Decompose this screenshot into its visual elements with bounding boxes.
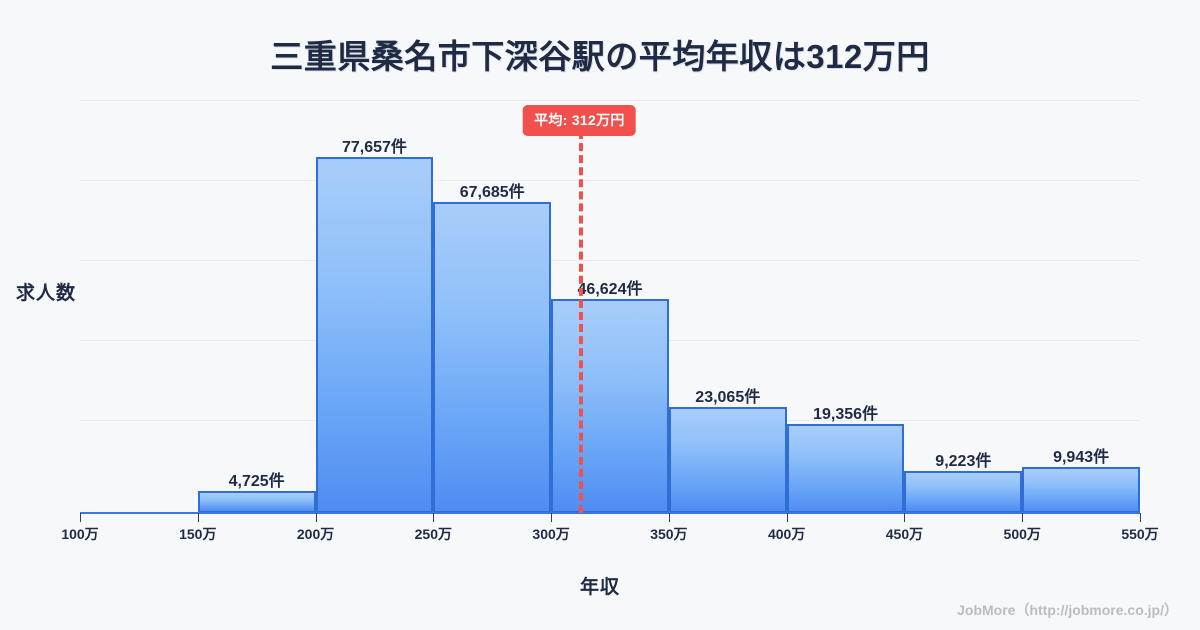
bar-value-label: 19,356件: [813, 406, 879, 424]
x-axis-tick: [786, 513, 788, 522]
y-axis-title: 求人数: [16, 283, 77, 304]
x-axis-tick-label: 100万: [61, 526, 99, 542]
x-axis-tick: [197, 513, 199, 522]
bar[interactable]: [668, 407, 787, 513]
x-axis-tick: [433, 513, 435, 522]
x-axis-title: 年収: [579, 577, 620, 598]
plot-area: 4,725件 77,657件 67,685件 46,624件 23,065件 19,356…: [80, 100, 1140, 513]
bar[interactable]: [315, 156, 434, 513]
bar-value-label: 9,223件: [935, 452, 992, 470]
x-axis-tick: [80, 513, 81, 522]
bar-value-label: 46,624件: [577, 281, 643, 299]
x-axis-tick-label: 300万: [532, 526, 570, 542]
bar[interactable]: [197, 491, 316, 513]
bar-value-label: 9,943件: [1053, 449, 1110, 467]
bar-value-label: 67,685件: [459, 184, 525, 202]
gridline: [80, 100, 1140, 101]
average-line: [579, 131, 584, 513]
bar-value-label: 4,725件: [228, 473, 285, 491]
bar-value-label: 23,065件: [695, 389, 761, 407]
x-axis-tick-label: 450万: [885, 526, 924, 542]
x-axis-tick: [904, 513, 906, 522]
footer-credit: JobMore（http://jobmore.co.jp/）: [957, 602, 1178, 618]
bar[interactable]: [551, 299, 669, 513]
x-axis-tick-label: 500万: [1003, 526, 1041, 542]
x-axis-tick-label: 400万: [767, 526, 806, 542]
gridline: [80, 180, 1140, 181]
x-axis-tick: [1140, 513, 1141, 522]
bar[interactable]: [786, 424, 905, 513]
bar[interactable]: [904, 470, 1023, 513]
bar[interactable]: [1022, 467, 1140, 513]
average-badge: 平均: 312万円: [523, 105, 636, 136]
page-title: 三重県桑名市下深谷駅の平均年収は312万円: [270, 38, 930, 75]
x-axis-tick: [668, 513, 670, 522]
gridline: [80, 260, 1140, 261]
x-axis-tick-label: 550万: [1121, 526, 1159, 542]
bar[interactable]: [433, 202, 552, 513]
x-axis-tick-label: 350万: [650, 526, 688, 542]
x-axis-tick: [551, 513, 553, 522]
x-axis-tick-label: 250万: [414, 526, 453, 542]
x-axis-tick: [1022, 513, 1024, 522]
x-axis-tick-label: 200万: [296, 526, 335, 542]
x-axis-tick: [315, 513, 317, 522]
bar-value-label: 77,657件: [341, 138, 407, 156]
x-axis-line: [80, 512, 1140, 514]
x-axis-tick-label: 150万: [179, 526, 217, 542]
